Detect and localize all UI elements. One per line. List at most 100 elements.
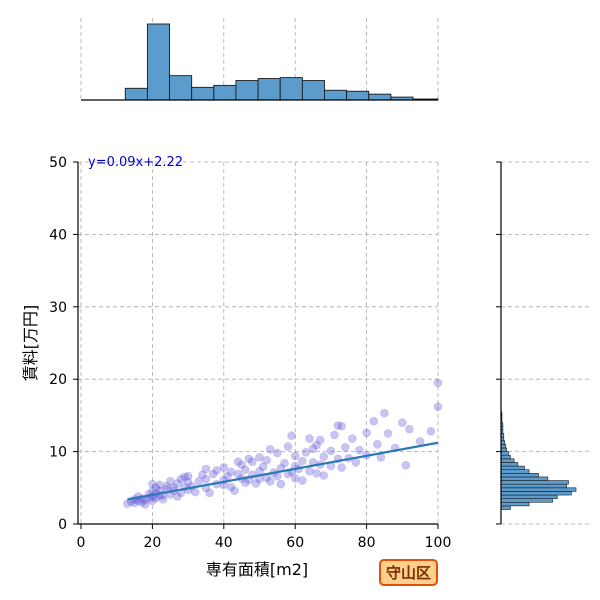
x-tick-label: 20 [143, 535, 161, 551]
scatter-point [208, 469, 218, 479]
top-hist-bar [346, 90, 370, 101]
scatter-point [330, 430, 339, 440]
regression-line [127, 441, 439, 501]
scatter-point [151, 483, 161, 493]
x-axis-label: 専有面積[m2] [206, 560, 308, 579]
scatter-point [148, 496, 157, 506]
scatter-point [397, 418, 407, 427]
right-hist-bar [500, 451, 509, 456]
right-hist-bar [500, 444, 506, 449]
scatter-point [373, 440, 382, 449]
top-hist-bar [368, 93, 392, 101]
scatter-point [326, 446, 336, 456]
top-hist-bars [124, 23, 439, 101]
scatter-point [180, 472, 189, 482]
scatter-point [301, 448, 311, 457]
right-hist-ticks [496, 161, 501, 525]
scatter-point [433, 402, 443, 412]
scatter-point [298, 476, 307, 485]
scatter-point [158, 495, 168, 504]
scatter-point [305, 466, 314, 476]
scatter-point [233, 457, 243, 467]
y-tick-label: 0 [58, 517, 67, 533]
right-hist-bar [500, 501, 530, 507]
scatter-point [273, 448, 282, 458]
top-hist-bar [191, 86, 215, 101]
right-hist-bar [500, 487, 577, 492]
y-tick-label: 10 [49, 445, 67, 461]
regression-equation: y=0.09x+2.22 [88, 155, 183, 170]
scatter-point [176, 474, 186, 484]
right-hist-bar [500, 465, 525, 470]
scatter-point [362, 428, 371, 438]
scatter-point [226, 467, 236, 477]
right-hist-bar [500, 480, 569, 485]
top-hist-bar [213, 84, 237, 101]
y-tick-label: 20 [49, 372, 67, 388]
scatter-point [415, 437, 425, 446]
scatter-point [190, 487, 200, 497]
scatter-point [255, 453, 264, 462]
scatter-point [337, 421, 346, 431]
scatter-point [173, 492, 182, 501]
right-hist-bar [500, 476, 549, 481]
x-tick-label: 100 [425, 535, 452, 551]
scatter-point [333, 421, 343, 430]
scatter-point [369, 416, 379, 426]
top-hist-bar [124, 87, 148, 101]
scatter-point [244, 454, 254, 464]
scatter-point [205, 488, 214, 498]
scatter-point [240, 465, 250, 475]
scatter-point [308, 444, 318, 454]
x-tick-label: 0 [77, 535, 86, 551]
y-axis-label: 賃料[万円] [21, 305, 40, 382]
x-tick-label: 60 [286, 535, 304, 551]
right-hist-bar [500, 494, 558, 499]
scatter-point [123, 499, 132, 509]
scatter-point [237, 460, 246, 469]
right-hist-bar [500, 491, 572, 496]
scatter-point [355, 445, 364, 455]
y-ticks: 0 10 20 30 40 50 [49, 155, 78, 533]
scatter-point [290, 451, 300, 461]
right-hist-bar [500, 483, 567, 489]
scatter-point [319, 471, 329, 480]
scatter-points [123, 378, 443, 509]
scatter-point [283, 442, 293, 451]
right-hist-bar [500, 447, 507, 452]
top-hist-bar [301, 80, 325, 101]
scatter-point [140, 500, 150, 509]
scatter-point [287, 431, 296, 440]
ward-badge: 守山区 [379, 559, 439, 586]
scatter-point [251, 479, 261, 488]
x-tick-label: 80 [358, 535, 376, 551]
main-plot: y=0.09x+2.22 0 20 40 60 80 100 0 10 20 30 40 50 専有… [21, 155, 451, 579]
scatter-point [405, 424, 414, 434]
right-hist-bar [500, 498, 553, 503]
scatter-point [194, 476, 204, 486]
scatter-point [312, 440, 321, 450]
scatter-point [305, 434, 314, 443]
scatter-point [226, 482, 236, 492]
top-hist-bar [235, 80, 259, 101]
scatter-point [233, 469, 243, 479]
scatter-point [401, 461, 411, 470]
scatter-point [319, 452, 329, 461]
y-tick-label: 50 [49, 155, 67, 171]
x-ticks: 0 20 40 60 80 100 [77, 524, 452, 551]
right-hist-bar [500, 473, 539, 478]
scatter-point [248, 457, 257, 467]
scatter-point [265, 445, 275, 454]
y-tick-label: 40 [49, 227, 67, 243]
scatter-point [315, 435, 325, 445]
right-hist-bar [500, 462, 519, 467]
scatter-point [383, 429, 393, 438]
top-histogram [80, 18, 439, 101]
scatter-point [212, 466, 221, 475]
scatter-point [351, 458, 361, 467]
right-hist-bar [500, 458, 515, 463]
x-tick-label: 40 [215, 535, 233, 551]
scatter-point [201, 464, 211, 474]
scatter-point [198, 470, 207, 480]
